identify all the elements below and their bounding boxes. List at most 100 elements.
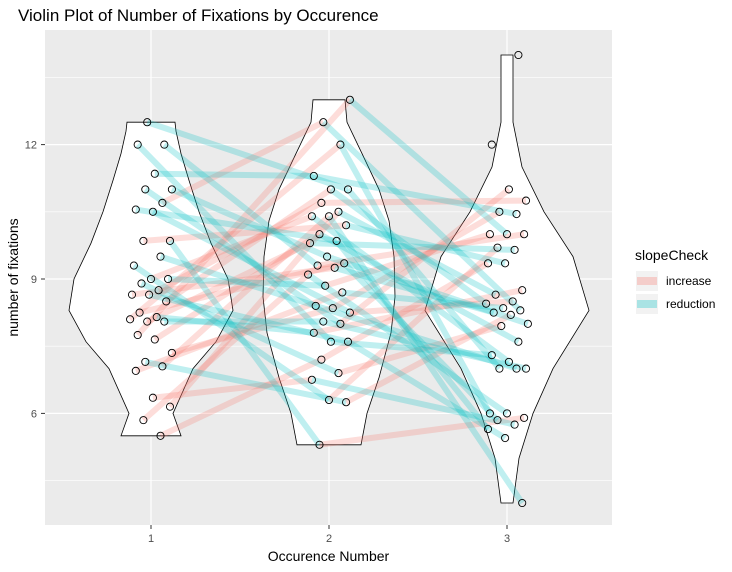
data-point bbox=[319, 317, 328, 326]
slope-line-reduction bbox=[140, 280, 340, 376]
violin-1 bbox=[68, 121, 234, 437]
data-point bbox=[313, 261, 322, 270]
slope-line-increase bbox=[134, 289, 344, 374]
data-point bbox=[146, 274, 156, 284]
data-point bbox=[319, 118, 328, 127]
data-point bbox=[343, 185, 353, 194]
data-point bbox=[326, 185, 335, 194]
data-point bbox=[139, 416, 148, 425]
slope-line-reduction bbox=[159, 253, 317, 309]
slope-line-reduction bbox=[162, 142, 320, 268]
slope-line-reduction bbox=[154, 170, 314, 179]
slope-line-increase bbox=[145, 240, 312, 325]
data-point bbox=[345, 95, 354, 104]
violin-2 bbox=[262, 99, 396, 446]
data-point bbox=[516, 306, 525, 315]
slope-line-reduction bbox=[135, 142, 334, 344]
data-point bbox=[143, 317, 152, 326]
data-point bbox=[167, 185, 176, 194]
x-axis-title: Occurence Number bbox=[268, 548, 390, 564]
data-point bbox=[158, 198, 167, 207]
data-point bbox=[315, 440, 324, 449]
data-point bbox=[317, 355, 326, 364]
data-point bbox=[521, 364, 531, 373]
data-point bbox=[501, 433, 510, 443]
slope-line-increase bbox=[159, 356, 323, 439]
data-point bbox=[501, 259, 510, 268]
data-point bbox=[483, 425, 493, 434]
data-point bbox=[162, 297, 171, 306]
slope-line-reduction bbox=[167, 276, 326, 289]
slope-line-reduction bbox=[334, 239, 491, 431]
data-point bbox=[126, 315, 135, 324]
data-point bbox=[152, 313, 161, 322]
slope-line-reduction bbox=[309, 240, 515, 253]
slope-line-reduction bbox=[146, 119, 349, 193]
data-point bbox=[145, 290, 154, 299]
slope-line-reduction bbox=[313, 173, 518, 217]
slope-line-reduction bbox=[326, 253, 529, 327]
data-point bbox=[133, 330, 142, 340]
slope-line-reduction bbox=[321, 120, 523, 313]
data-point bbox=[326, 337, 335, 346]
data-point bbox=[330, 263, 339, 272]
slope-line-increase bbox=[161, 119, 325, 206]
slope-line-increase bbox=[128, 142, 343, 322]
data-point bbox=[150, 169, 159, 178]
data-point bbox=[340, 259, 349, 268]
y-axis-title: number of fixations bbox=[5, 218, 21, 336]
x-tick-label: 2 bbox=[326, 533, 332, 545]
slope-line-reduction bbox=[132, 263, 331, 403]
data-point bbox=[493, 243, 502, 252]
data-point bbox=[514, 337, 523, 346]
legend-title: slopeCheck bbox=[635, 247, 709, 263]
data-point bbox=[493, 416, 502, 425]
slope-line-reduction bbox=[310, 213, 511, 365]
data-point bbox=[148, 207, 157, 216]
slope-line-increase bbox=[160, 214, 332, 369]
slope-line-reduction bbox=[148, 291, 349, 345]
data-point bbox=[487, 351, 496, 360]
slope-line-reduction bbox=[329, 186, 488, 307]
data-point bbox=[497, 321, 506, 331]
data-point bbox=[504, 185, 513, 194]
data-point bbox=[160, 317, 169, 326]
slope-line-reduction bbox=[342, 289, 504, 312]
data-point bbox=[131, 366, 140, 375]
data-point bbox=[520, 230, 529, 239]
data-point bbox=[506, 310, 515, 319]
data-point bbox=[336, 140, 345, 149]
data-point bbox=[483, 259, 493, 268]
slope-line-reduction bbox=[342, 261, 500, 423]
data-point bbox=[485, 409, 494, 418]
y-tick-label: 6 bbox=[31, 408, 37, 420]
data-point bbox=[127, 290, 137, 299]
slope-line-reduction bbox=[311, 376, 516, 428]
slope-line-increase bbox=[171, 305, 334, 356]
data-point bbox=[508, 297, 517, 306]
data-point bbox=[502, 409, 512, 418]
data-point bbox=[482, 299, 491, 308]
slope-line-increase bbox=[324, 231, 491, 289]
slope-line-reduction bbox=[322, 318, 527, 372]
slope-line-increase bbox=[131, 264, 336, 298]
data-point bbox=[307, 212, 316, 221]
data-point bbox=[133, 140, 142, 149]
slope-line-reduction bbox=[330, 338, 493, 359]
slope-line-increase bbox=[313, 287, 523, 336]
data-point bbox=[338, 288, 347, 297]
chart-title: Violin Plot of Number of Fixations by Oc… bbox=[18, 6, 379, 25]
slope-line-increase bbox=[135, 97, 353, 338]
data-point bbox=[141, 357, 150, 366]
y-tick-label: 12 bbox=[25, 140, 37, 152]
slope-line-reduction bbox=[167, 239, 322, 447]
data-point bbox=[165, 236, 175, 245]
data-point bbox=[305, 239, 315, 248]
slope-line-increase bbox=[149, 213, 313, 282]
data-point bbox=[485, 230, 494, 239]
slope-line-increase bbox=[164, 186, 333, 304]
data-point bbox=[489, 308, 498, 317]
data-point bbox=[495, 364, 504, 373]
data-point bbox=[345, 308, 354, 317]
